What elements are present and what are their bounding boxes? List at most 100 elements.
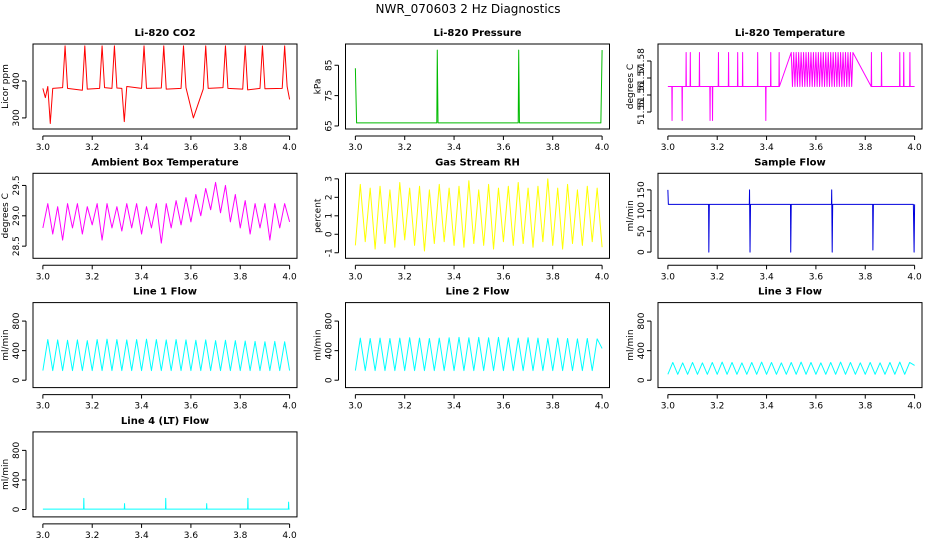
x-tick-label: 3.4: [759, 143, 774, 153]
x-tick-label: 4.0: [595, 272, 610, 282]
plot-area: [42, 497, 290, 510]
y-tick-label: 400: [12, 471, 22, 488]
panel: Line 1 Flow 3.0 3.2 3.4 3.6 3.8 4.0 0 400 800ml/m…: [1, 287, 298, 412]
plot-area: [42, 338, 291, 372]
x-tick-label: 3.6: [184, 143, 199, 153]
panel-title: Gas Stream RH: [435, 157, 520, 168]
y-tick-label: 65: [325, 120, 335, 131]
x-tick-label: 3.4: [447, 143, 462, 153]
x-tick-label: 3.4: [134, 143, 149, 153]
plot-area: [667, 52, 915, 121]
plot-box: [32, 431, 298, 518]
x-tick-label: 3.8: [233, 143, 248, 153]
panel: Li-820 CO2 3.0 3.2 3.4 3.6 3.8 4.0 300 400Licor …: [1, 28, 298, 153]
x-tick-label: 3.6: [809, 272, 824, 282]
y-tick-label: 400: [12, 72, 22, 89]
plot-box: [657, 302, 923, 389]
y-tick-label: 51.55: [637, 99, 647, 125]
data-line: [354, 178, 603, 252]
plot-box: [32, 43, 298, 130]
y-tick-label: 1: [325, 213, 335, 219]
panel-title: Line 4 (LT) Flow: [121, 416, 209, 427]
panel: Line 3 Flow 3.0 3.2 3.4 3.6 3.8 4.0 0 400 800ml/m…: [626, 287, 923, 412]
x-tick-label: 3.6: [184, 531, 199, 540]
data-line: [667, 52, 915, 121]
y-tick-label: 0: [325, 377, 335, 383]
y-tick-label: 51.57: [637, 65, 647, 91]
y-tick-label: 800: [12, 312, 22, 329]
y-axis-label: kPa: [314, 79, 324, 95]
x-tick-label: 3.0: [348, 143, 363, 153]
plot-box: [657, 43, 923, 130]
data-line: [667, 189, 916, 253]
x-tick-label: 3.2: [85, 402, 99, 412]
y-tick-label: 28.5: [12, 236, 22, 256]
plot-area: [354, 49, 603, 124]
x-tick-label: 4.0: [595, 143, 610, 153]
x-tick-label: 3.0: [661, 143, 676, 153]
x-tick-label: 3.4: [759, 272, 774, 282]
panel: Sample Flow 3.0 3.2 3.4 3.6 3.8 4.0 0 50 100 150ml…: [626, 157, 923, 282]
y-tick-label: 3: [325, 176, 335, 182]
data-line: [42, 338, 291, 372]
x-tick-label: 4.0: [907, 143, 922, 153]
x-tick-label: 3.8: [858, 272, 873, 282]
x-tick-label: 4.0: [595, 402, 610, 412]
y-axis-label: Licor ppm: [1, 64, 11, 109]
x-tick-label: 3.4: [134, 531, 149, 540]
x-tick-label: 3.4: [447, 402, 462, 412]
y-tick-label: 150: [637, 181, 647, 198]
plot-box: [345, 172, 610, 259]
y-tick-label: 100: [637, 202, 647, 219]
x-tick-label: 4.0: [282, 143, 297, 153]
plot-area: [354, 178, 603, 252]
y-tick-label: 800: [637, 312, 647, 329]
y-tick-label: 0: [637, 377, 647, 383]
x-tick-label: 3.6: [496, 402, 511, 412]
y-axis-label: ml/min: [1, 329, 11, 360]
x-tick-label: 3.6: [809, 143, 824, 153]
y-tick-label: 0: [637, 249, 647, 255]
panel-title: Li-820 Temperature: [735, 28, 845, 39]
plot-box: [32, 302, 298, 389]
panel-title: Line 2 Flow: [446, 287, 510, 298]
x-tick-label: 3.0: [661, 272, 676, 282]
x-tick-label: 3.4: [759, 402, 774, 412]
plot-area: [42, 45, 291, 124]
y-tick-label: 29.5: [12, 175, 22, 195]
panel-title: Ambient Box Temperature: [91, 157, 238, 168]
data-line: [42, 497, 290, 510]
figure-title: NWR_070603 2 Hz Diagnostics: [375, 2, 560, 16]
data-line: [354, 49, 603, 124]
x-tick-label: 3.0: [36, 531, 51, 540]
x-tick-label: 3.2: [710, 402, 724, 412]
x-tick-label: 3.4: [134, 272, 149, 282]
y-tick-label: 2: [325, 194, 335, 200]
data-line: [667, 361, 915, 375]
x-tick-label: 3.0: [348, 402, 363, 412]
y-tick-label: 0: [325, 231, 335, 237]
y-axis-label: percent: [314, 198, 324, 233]
panel: Gas Stream RH 3.0 3.2 3.4 3.6 3.8 4.0 -1 0 1 2 3 per…: [314, 157, 610, 282]
data-line: [354, 336, 603, 372]
y-tick-label: 400: [12, 342, 22, 359]
plot-area: [667, 189, 916, 253]
x-tick-label: 4.0: [282, 531, 297, 540]
y-tick-label: 0: [12, 377, 22, 383]
x-tick-label: 3.2: [85, 272, 99, 282]
plot-box: [32, 172, 298, 259]
panel-title: Li-820 Pressure: [433, 28, 521, 39]
y-tick-label: 51.56: [637, 82, 647, 108]
panel: Line 4 (LT) Flow 3.0 3.2 3.4 3.6 3.8 4.0 0 400 80…: [1, 416, 298, 540]
x-tick-label: 3.4: [447, 272, 462, 282]
panel-title: Li-820 CO2: [134, 28, 195, 39]
y-axis-label: ml/min: [1, 459, 11, 490]
x-tick-label: 4.0: [907, 402, 922, 412]
x-tick-label: 3.6: [809, 402, 824, 412]
x-tick-label: 3.0: [348, 272, 363, 282]
x-tick-label: 3.2: [710, 143, 724, 153]
x-tick-label: 3.2: [398, 402, 412, 412]
panel-title: Sample Flow: [754, 157, 826, 168]
